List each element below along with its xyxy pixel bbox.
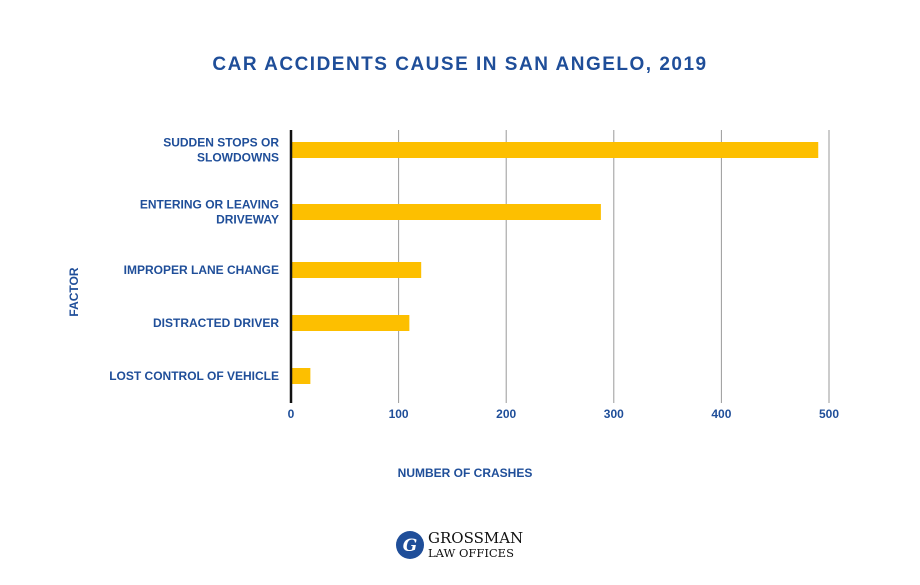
bar — [291, 315, 410, 331]
logo-line-1: GROSSMAN — [428, 529, 523, 547]
category-label: LOST CONTROL OF VEHICLE — [109, 369, 279, 383]
category-label: SLOWDOWNS — [197, 151, 279, 165]
bar — [291, 204, 601, 220]
logo-line-2: LAW OFFICES — [428, 546, 514, 560]
category-label: DRIVEWAY — [216, 213, 279, 227]
x-tick-label: 200 — [496, 407, 516, 421]
category-label: ENTERING OR LEAVING — [140, 198, 279, 212]
bar — [291, 142, 819, 158]
x-tick-label: 400 — [711, 407, 731, 421]
y-axis-label: FACTOR — [67, 267, 81, 316]
category-label: SUDDEN STOPS OR — [163, 136, 279, 150]
grid-lines — [398, 130, 830, 403]
x-tick-labels: 0 100 200 300 400 500 — [288, 407, 840, 421]
logo-circle-icon — [396, 531, 424, 559]
x-tick-label: 0 — [288, 407, 295, 421]
bar — [291, 368, 311, 384]
logo-mark: G — [403, 536, 418, 556]
x-axis-label: NUMBER OF CRASHES — [398, 466, 533, 480]
chart-title: CAR ACCIDENTS CAUSE IN SAN ANGELO, 2019 — [212, 54, 707, 75]
category-label: DISTRACTED DRIVER — [153, 316, 279, 330]
category-label: IMPROPER LANE CHANGE — [124, 263, 279, 277]
bars — [291, 142, 819, 384]
grossman-law-offices-logo: G GROSSMAN LAW OFFICES — [396, 529, 523, 560]
x-tick-label: 100 — [389, 407, 409, 421]
x-tick-label: 300 — [604, 407, 624, 421]
bar — [291, 262, 422, 278]
x-tick-label: 500 — [819, 407, 839, 421]
